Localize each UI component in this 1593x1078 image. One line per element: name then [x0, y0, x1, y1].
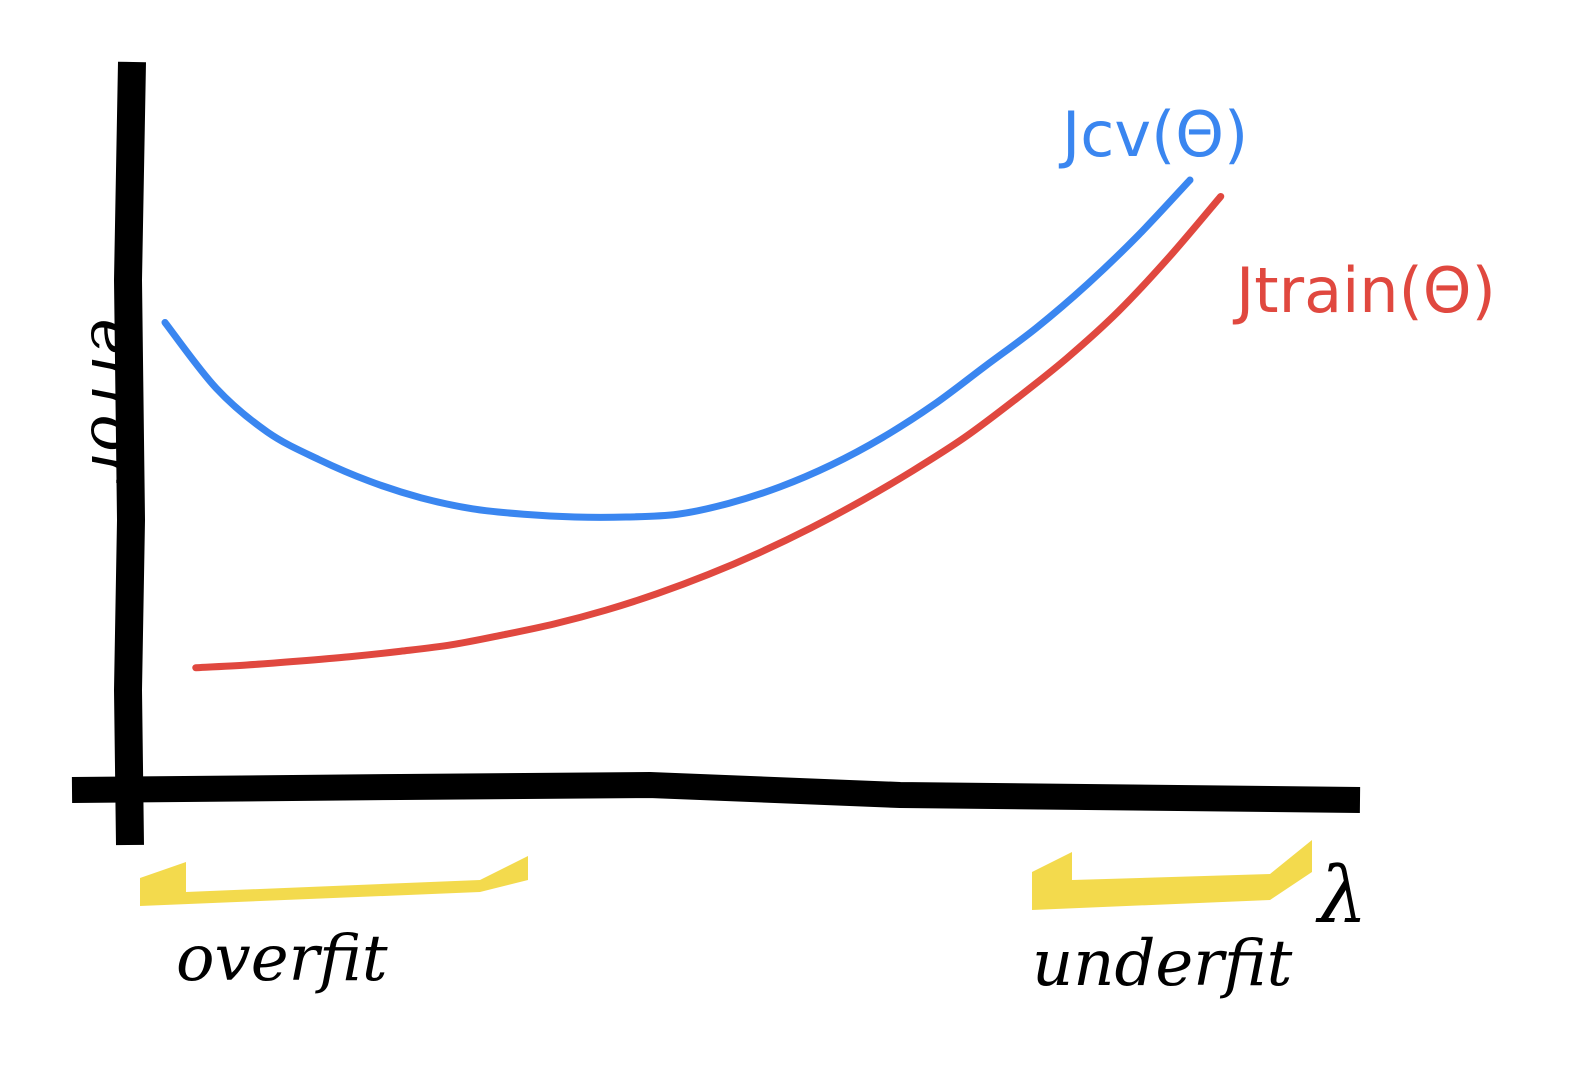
underfit-highlight: [1032, 840, 1312, 910]
overfit-label: overfit: [176, 922, 388, 996]
y-axis: [113, 61, 146, 846]
series-jcv-line: [161, 176, 1194, 521]
series-jtrain-line: [192, 192, 1225, 672]
legend-jcv-label: Jcv(Θ): [1058, 98, 1248, 171]
x-axis-label: λ: [1315, 851, 1367, 941]
x-axis: [71, 771, 1361, 813]
y-axis-label: error: [77, 319, 150, 485]
legend-jtrain-label: Jtrain(Θ): [1232, 254, 1496, 327]
overfit-highlight: [140, 856, 528, 906]
underfit-label: underfit: [1032, 927, 1293, 1001]
